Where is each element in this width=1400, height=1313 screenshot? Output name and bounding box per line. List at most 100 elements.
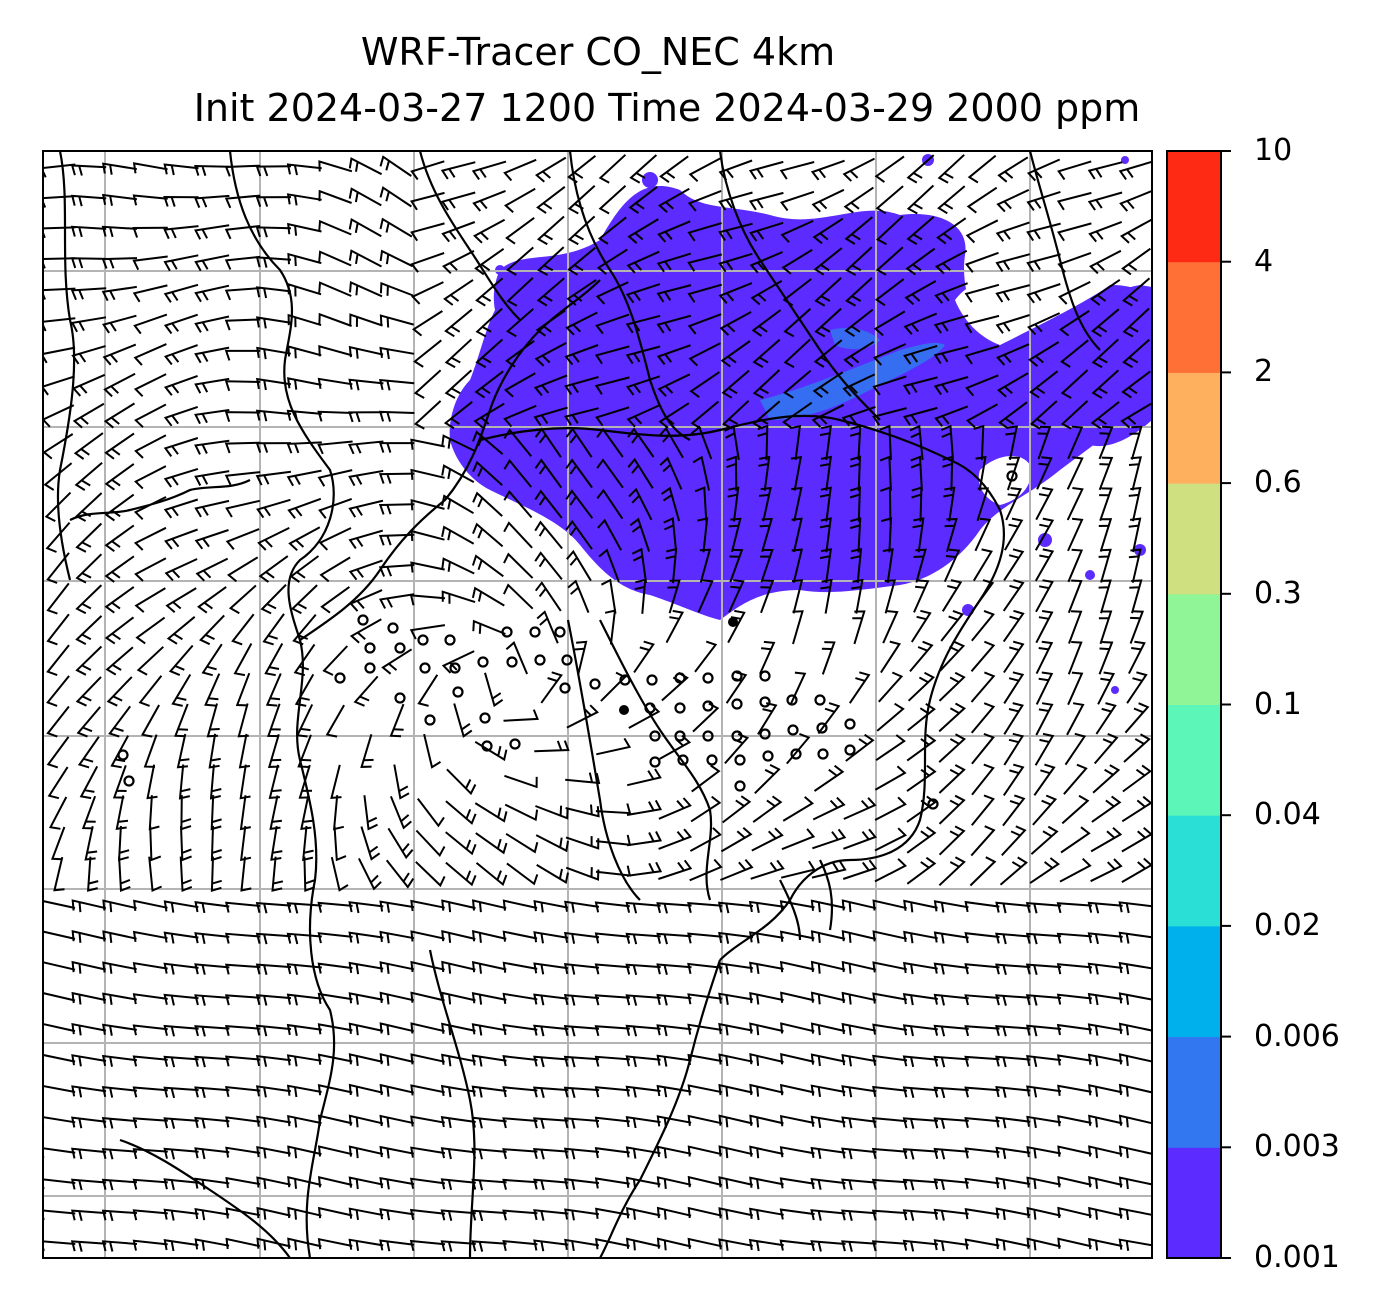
wind-barb	[849, 424, 862, 461]
wind-barb	[389, 796, 412, 830]
wind-barb	[533, 406, 568, 426]
wind-barb	[239, 795, 251, 831]
wind-barb	[943, 548, 961, 583]
wind-barb	[718, 1238, 753, 1251]
wind-barb	[964, 314, 1000, 334]
wind-barb	[995, 221, 1030, 242]
wind-barb	[106, 676, 133, 707]
wind-barb	[727, 486, 740, 522]
wind-barb	[759, 517, 773, 552]
wind-barb	[70, 164, 107, 176]
wind-barb	[441, 1053, 476, 1067]
wind-barb	[475, 277, 504, 307]
wind-barb	[533, 899, 569, 913]
wind-barb	[256, 1176, 291, 1190]
wind-barb	[1056, 1054, 1092, 1066]
wind-barb	[1029, 400, 1058, 430]
wind-barb	[225, 1055, 261, 1067]
wind-barb	[810, 991, 846, 1005]
wind-barb	[665, 547, 678, 584]
wind-barb	[410, 1146, 446, 1158]
wind-barb	[163, 313, 199, 335]
wind-barb	[104, 616, 135, 645]
wind-barb	[933, 1239, 969, 1252]
wind-barb	[348, 1176, 384, 1190]
wind-barb	[1067, 579, 1083, 614]
wind-barb	[594, 1147, 630, 1159]
wind-barb	[163, 437, 199, 457]
wind-barb	[845, 246, 873, 276]
wind-barb	[317, 992, 353, 1005]
wind-barb	[1059, 857, 1092, 883]
wind-barb	[471, 1085, 507, 1098]
wind-barb	[872, 930, 908, 942]
wind-barb	[902, 376, 938, 395]
wind-barb	[661, 486, 681, 522]
wind-barb	[503, 458, 532, 488]
wind-barb	[995, 1207, 1031, 1221]
wind-barb	[687, 1145, 723, 1157]
wind-barb	[841, 1053, 877, 1067]
wind-barb	[902, 1117, 938, 1129]
wind-barb	[233, 643, 253, 677]
wind-barb	[841, 1209, 877, 1222]
wind-barb	[534, 342, 567, 367]
wind-barb	[348, 157, 383, 176]
wind-barb	[534, 489, 563, 519]
wind-barb	[292, 613, 317, 646]
wind-barb	[132, 226, 168, 238]
wind-barb	[536, 610, 559, 644]
wind-barb	[318, 160, 353, 173]
wind-barb	[971, 732, 995, 765]
wind-barb	[1118, 1207, 1152, 1221]
calm-wind-circle	[817, 748, 829, 760]
wind-barb	[779, 1146, 815, 1158]
wind-barb	[138, 675, 163, 707]
colorbar-segment	[1167, 925, 1221, 1038]
wind-barb	[317, 932, 353, 944]
wind-barb	[872, 343, 907, 366]
wind-barb	[288, 526, 321, 552]
wind-barb	[240, 856, 252, 892]
wind-barb	[626, 861, 663, 877]
wind-barb	[71, 345, 106, 365]
wind-barb	[1066, 702, 1085, 736]
wind-barb	[719, 311, 752, 336]
wind-barb	[440, 1240, 476, 1252]
wind-barb	[874, 278, 905, 307]
wind-barb	[910, 455, 923, 491]
wind-barb	[687, 283, 722, 303]
wind-barb	[1120, 218, 1152, 244]
wind-barb	[196, 586, 227, 614]
wind-barb	[902, 1148, 938, 1160]
wind-barb	[318, 219, 352, 236]
wind-barb	[631, 547, 648, 584]
calm-wind-circle	[649, 730, 661, 742]
wind-barb	[933, 1117, 969, 1129]
wind-barb	[912, 517, 925, 553]
wind-barb	[103, 402, 136, 429]
wind-barb	[101, 285, 137, 302]
wind-barb	[659, 155, 689, 184]
wind-barb	[964, 1207, 1000, 1220]
wind-barb	[504, 774, 538, 789]
wind-barb	[102, 961, 137, 974]
wind-barb	[874, 155, 905, 183]
wind-barb	[779, 1208, 815, 1220]
wind-barb	[194, 932, 230, 945]
calm-wind-circle	[734, 754, 746, 766]
wind-barb	[1005, 425, 1019, 461]
calm-wind-circle	[759, 696, 771, 708]
wind-barb	[563, 962, 600, 975]
wind-barb	[1061, 794, 1090, 825]
wind-barb	[442, 250, 475, 275]
wind-barb	[194, 1147, 230, 1160]
wind-barb	[811, 860, 847, 879]
wind-barb	[210, 856, 222, 892]
wind-barb	[903, 312, 938, 335]
wind-barb	[379, 1114, 415, 1128]
wind-barb	[964, 1055, 1000, 1067]
wind-barb	[1056, 1023, 1092, 1036]
wind-barb	[1035, 610, 1054, 644]
wind-barb	[287, 345, 322, 359]
